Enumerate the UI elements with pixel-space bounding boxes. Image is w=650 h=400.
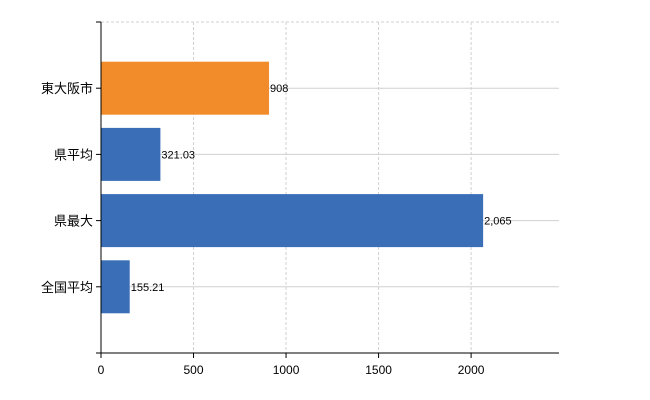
- x-tick-label-0: 0: [98, 363, 105, 377]
- category-label-2: 県最大: [54, 215, 93, 230]
- data-label-2: 2,065: [484, 216, 512, 228]
- x-tick-label-4: 2000: [458, 363, 485, 377]
- bar-0: [101, 61, 270, 115]
- x-tick-label-1: 500: [184, 363, 204, 377]
- bar-2: [101, 194, 484, 248]
- bar-3: [101, 260, 130, 314]
- data-label-1: 321.03: [161, 149, 195, 161]
- x-tick-label-3: 1500: [365, 363, 392, 377]
- data-label-0: 908: [270, 83, 288, 95]
- category-label-0: 東大阪市: [41, 81, 93, 97]
- data-label-3: 155.21: [131, 282, 165, 294]
- category-label-1: 県平均: [54, 148, 93, 163]
- bar-1: [101, 127, 161, 181]
- category-label-3: 全国平均: [41, 280, 93, 296]
- x-tick-label-2: 1000: [273, 363, 300, 377]
